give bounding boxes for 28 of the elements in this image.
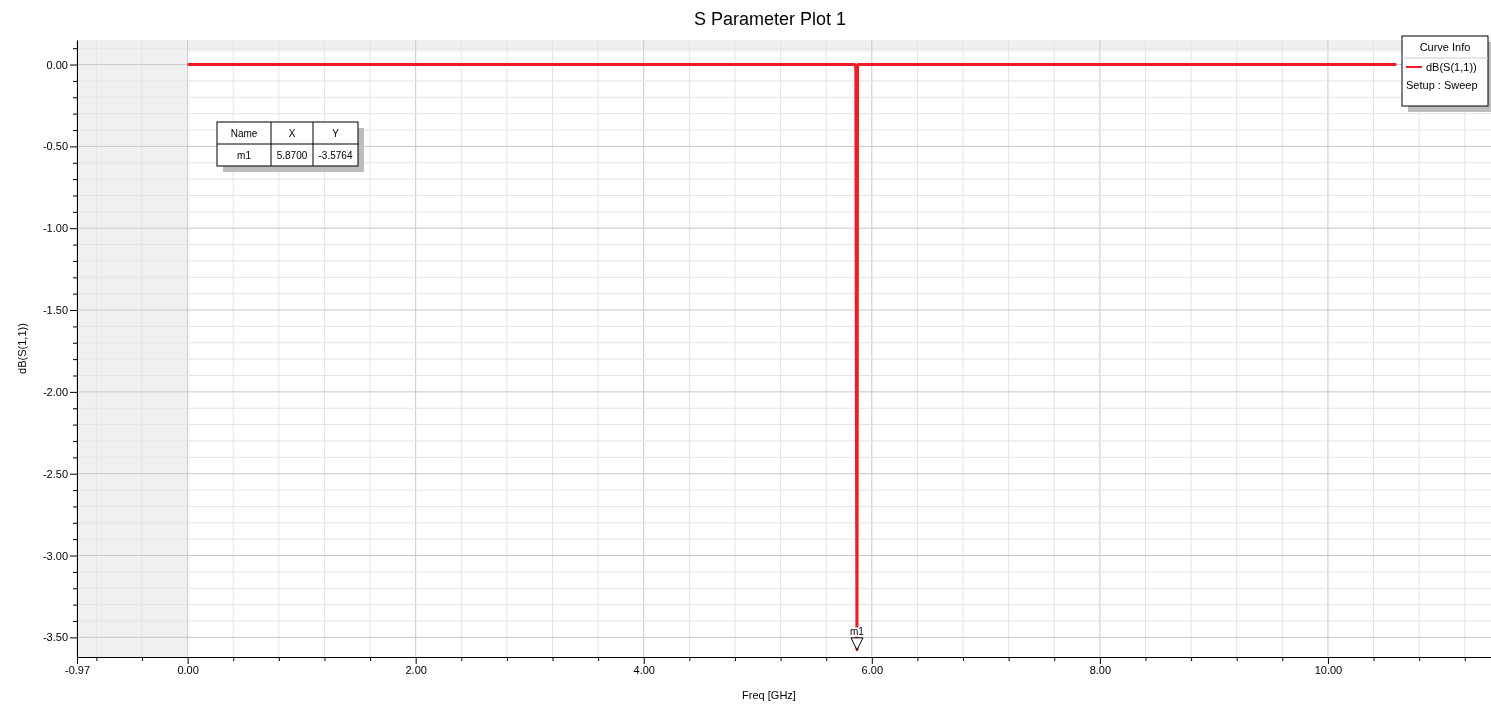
x-tick-label: 8.00 [1089, 663, 1112, 676]
y-tick-label: -1.00 [42, 222, 68, 235]
annotation: Name [230, 128, 258, 139]
annotation: 5.8700 [276, 150, 308, 161]
y-tick-label: 0.00 [46, 58, 68, 71]
x-tick-label: -0.97 [64, 663, 91, 676]
y-axis-title: dB(S(1,1)) [16, 323, 28, 374]
y-tick-label: -1.50 [42, 304, 68, 317]
line-series [186, 63, 1398, 652]
y-tick-label: -2.50 [42, 467, 68, 480]
annotation: m1 [237, 150, 252, 161]
annotation: -3.5764 [318, 150, 353, 161]
x-tick-label: 6.00 [861, 663, 884, 676]
annotation: Y [332, 128, 340, 139]
legend-title: Curve Info [1419, 41, 1471, 53]
annotation: Setup : Sweep [1406, 79, 1478, 91]
y-tick-label: -0.50 [42, 140, 68, 153]
x-axis-title: Freq [GHz] [742, 689, 796, 701]
annotation: X [288, 128, 296, 139]
y-tick-label: -2.00 [42, 385, 68, 398]
x-tick-label: 2.00 [405, 663, 427, 676]
y-tick-label: -3.00 [42, 549, 68, 562]
x-tick-label: 10.00 [1314, 663, 1343, 676]
x-tick-label: 4.00 [633, 663, 655, 676]
x-tick-label: 0.00 [177, 663, 199, 676]
legend-label: dB(S(1,1)) [1426, 61, 1477, 73]
chart-title: S Parameter Plot 1 [693, 9, 847, 29]
y-tick-label: -3.50 [42, 631, 68, 644]
